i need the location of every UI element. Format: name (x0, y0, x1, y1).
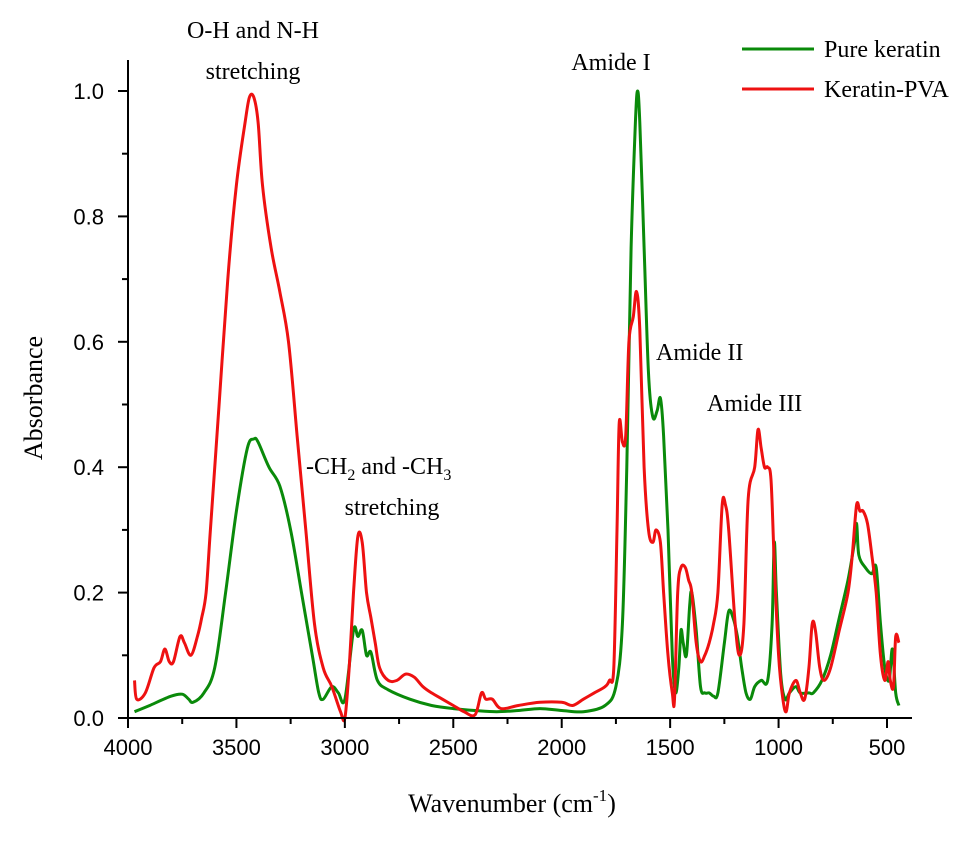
ch-part-b: and -CH (355, 454, 443, 480)
x-axis-label-end: ) (607, 789, 616, 818)
annotation-oh-nh-line1: O-H and N-H (187, 18, 319, 44)
x-axis-label-sup: -1 (593, 786, 607, 805)
y-tick-label: 0.2 (73, 581, 104, 606)
series-line-keratin-pva (133, 92, 901, 723)
annotation-amide-3: Amide III (707, 391, 802, 417)
y-tick-label: 1.0 (73, 79, 104, 104)
annotation-ch-line1: -CH2 and -CH3 (306, 454, 451, 484)
legend-label-keratin-pva: Keratin-PVA (824, 77, 950, 103)
y-tick-label: 0.4 (73, 455, 104, 480)
x-tick-label: 3500 (212, 735, 261, 760)
y-tick-label: 0.8 (73, 204, 104, 229)
annotation-oh-nh-line2: stretching (206, 59, 301, 85)
x-axis-label-main: Wavenumber (cm (408, 789, 593, 818)
y-axis-label: Absorbance (19, 336, 48, 460)
annotation-amide-2: Amide II (656, 340, 743, 366)
x-axis-label: Wavenumber (cm-1) (408, 786, 616, 818)
x-tick-label: 3000 (320, 735, 369, 760)
annotation-ch-line2: stretching (345, 495, 440, 521)
legend: Pure keratin Keratin-PVA (742, 37, 950, 103)
ch-part-a: -CH (306, 454, 347, 480)
x-tick-label: 4000 (104, 735, 153, 760)
x-tick-label: 2500 (429, 735, 478, 760)
ticks: 4000 3500 3000 2500 2000 1500 1000 500 0.0 0.2 0.4… (73, 79, 905, 760)
curves (133, 89, 901, 723)
ch-sub-1: 2 (347, 467, 355, 484)
annotation-amide-1: Amide I (571, 50, 650, 76)
axes (127, 60, 912, 719)
y-tick-label: 0.6 (73, 330, 104, 355)
legend-label-pure-keratin: Pure keratin (824, 37, 941, 63)
ch-sub-2: 3 (443, 467, 451, 484)
y-tick-label: 0.0 (73, 706, 104, 731)
x-tick-label: 500 (869, 735, 906, 760)
x-tick-label: 1000 (754, 735, 803, 760)
x-tick-label: 2000 (537, 735, 586, 760)
x-tick-label: 1500 (646, 735, 695, 760)
